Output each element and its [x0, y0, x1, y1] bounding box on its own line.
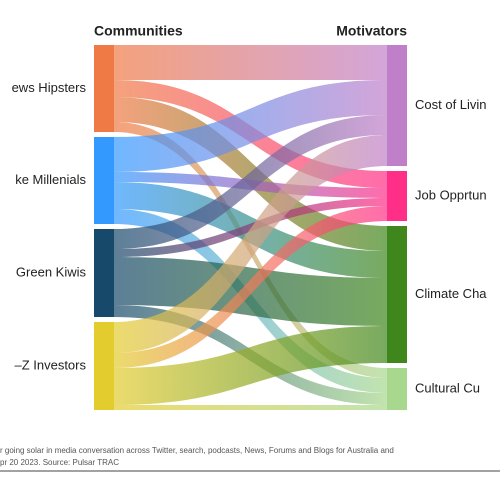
target-label: Job Opprtun	[415, 187, 487, 202]
link	[114, 115, 387, 249]
target-node	[387, 226, 407, 363]
left-header: Communities	[94, 23, 183, 39]
link	[114, 198, 387, 257]
target-label: Climate Cha	[415, 286, 487, 301]
links	[114, 45, 387, 410]
footnote: pr 20 2023. Source: Pulsar TRAC	[0, 458, 119, 467]
target-label: Cultural Cu	[415, 380, 480, 395]
link	[114, 135, 387, 353]
target-node	[387, 368, 407, 410]
source-label: ke Millenials	[15, 172, 86, 187]
source-node	[94, 45, 114, 132]
target-node	[387, 171, 407, 221]
link	[114, 405, 387, 410]
source-label: –Z Investors	[14, 357, 86, 372]
source-label: Green Kiwis	[16, 264, 87, 279]
source-label: ews Hipsters	[12, 80, 87, 95]
link	[114, 80, 387, 172]
link	[114, 206, 387, 368]
source-node	[94, 322, 114, 410]
nodes: ews Hipsters ke Millenials Green Kiwis –Z I…	[12, 45, 487, 410]
link	[114, 45, 387, 80]
target-node	[387, 45, 407, 166]
right-header: Motivators	[336, 23, 407, 39]
target-label: Cost of Livin	[415, 97, 487, 112]
source-node	[94, 137, 114, 224]
source-node	[94, 229, 114, 317]
link	[114, 326, 387, 405]
footnote: r going solar in media conversation acro…	[0, 446, 394, 455]
